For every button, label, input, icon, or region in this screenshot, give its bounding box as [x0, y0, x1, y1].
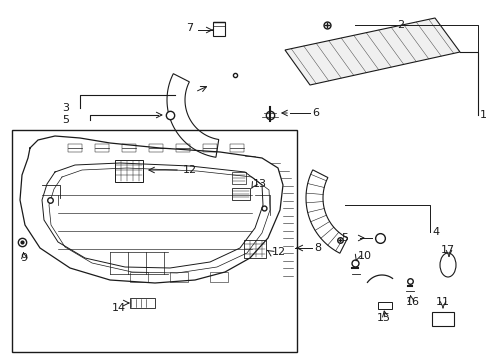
Bar — [229, 144, 244, 152]
Text: 13: 13 — [252, 179, 266, 189]
Text: 6: 6 — [311, 108, 318, 118]
Polygon shape — [305, 170, 347, 253]
Bar — [231, 172, 245, 184]
Bar — [431, 312, 453, 326]
Polygon shape — [167, 74, 218, 157]
Bar — [12, 130, 296, 352]
Bar — [130, 298, 155, 308]
Text: 3: 3 — [62, 103, 69, 113]
Bar — [244, 240, 265, 258]
Text: 9: 9 — [20, 253, 27, 263]
Bar — [170, 272, 187, 282]
Text: 11: 11 — [435, 297, 449, 307]
Bar — [231, 188, 249, 200]
Bar — [176, 144, 190, 152]
Text: 5: 5 — [340, 233, 347, 243]
Text: 12: 12 — [271, 247, 285, 257]
Bar — [149, 144, 163, 152]
Text: 12: 12 — [183, 165, 197, 175]
Text: 7: 7 — [185, 23, 193, 33]
Bar — [95, 144, 109, 152]
Text: 10: 10 — [357, 251, 371, 261]
Bar — [68, 144, 82, 152]
Text: 15: 15 — [376, 313, 390, 323]
Bar — [377, 302, 391, 309]
Text: 17: 17 — [440, 245, 454, 255]
Text: 5: 5 — [62, 115, 69, 125]
Ellipse shape — [439, 253, 455, 277]
Text: 8: 8 — [313, 243, 321, 253]
Text: 14: 14 — [112, 303, 126, 313]
Bar — [130, 272, 148, 282]
Bar — [209, 272, 227, 282]
Text: 16: 16 — [405, 297, 419, 307]
Text: 2: 2 — [396, 20, 403, 30]
Bar — [122, 144, 136, 152]
Polygon shape — [285, 18, 459, 85]
Text: 1: 1 — [479, 110, 486, 120]
Bar — [213, 22, 224, 36]
Bar — [203, 144, 217, 152]
Text: 4: 4 — [431, 227, 438, 237]
Bar — [115, 160, 142, 182]
